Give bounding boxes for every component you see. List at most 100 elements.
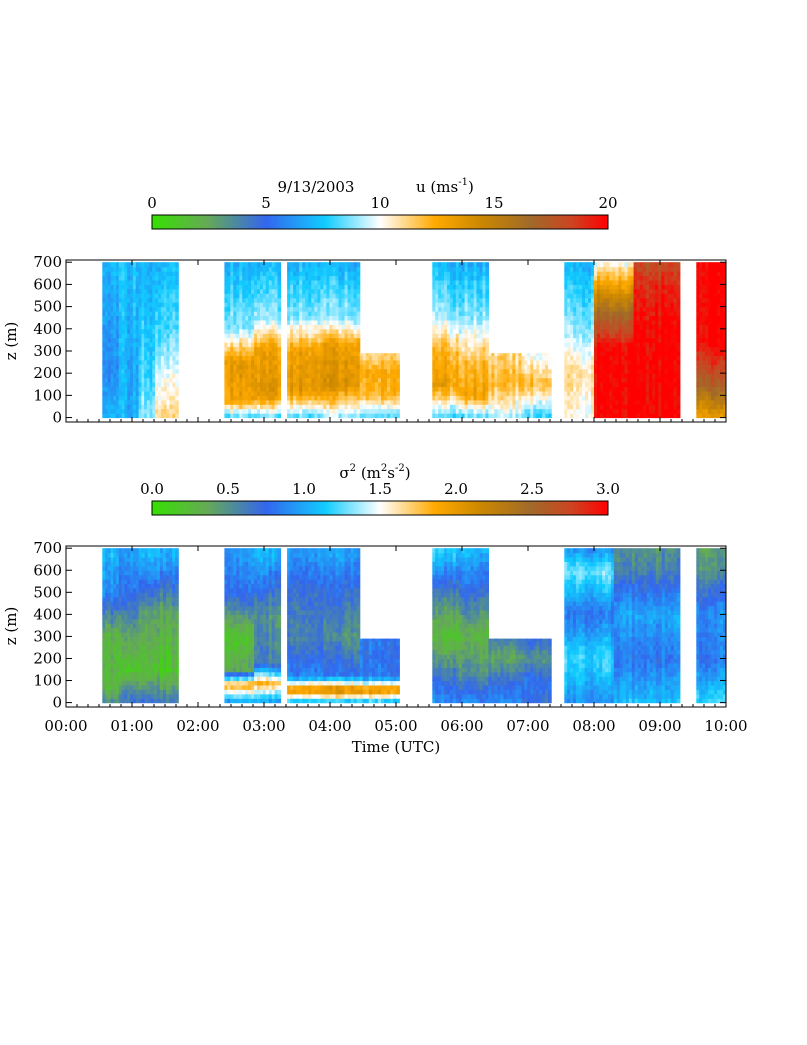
heatmap-cell xyxy=(518,353,522,356)
heatmap-cell xyxy=(314,302,318,308)
heatmap-cell xyxy=(455,399,460,405)
heatmap-cell xyxy=(661,368,665,374)
heatmap-cell xyxy=(564,364,568,370)
heatmap-cell xyxy=(636,337,641,343)
heatmap-cell xyxy=(378,413,382,419)
heatmap-cell xyxy=(633,368,638,374)
heatmap-cell xyxy=(470,297,475,303)
heatmap-cell xyxy=(567,262,571,268)
heatmap-cell xyxy=(673,280,678,285)
heatmap-cell xyxy=(585,284,589,290)
heatmap-cell xyxy=(341,306,346,312)
heatmap-cell xyxy=(649,297,653,303)
heatmap-cell xyxy=(597,293,601,299)
heatmap-cell xyxy=(347,319,352,325)
heatmap-cell xyxy=(302,390,306,396)
heatmap-cell xyxy=(645,382,650,388)
heatmap-cell xyxy=(302,368,306,374)
heatmap-cell xyxy=(432,328,436,334)
heatmap-cell xyxy=(488,377,492,383)
heatmap-cell xyxy=(603,390,607,396)
heatmap-cell xyxy=(329,364,333,370)
heatmap-cell xyxy=(224,399,228,405)
heatmap-cell xyxy=(239,297,243,303)
heatmap-cell xyxy=(347,333,352,339)
heatmap-cell xyxy=(317,262,321,268)
heatmap-cell xyxy=(533,355,537,361)
heatmap-cell xyxy=(612,404,616,410)
heatmap-cell xyxy=(458,328,463,334)
heatmap-cell xyxy=(600,271,604,277)
heatmap-cell xyxy=(169,382,173,388)
heatmap-cell xyxy=(341,399,346,405)
heatmap-cell xyxy=(233,293,237,299)
heatmap-cell xyxy=(470,404,475,410)
heatmap-cell xyxy=(473,399,478,405)
heatmap-cell xyxy=(664,328,669,334)
heatmap-cell xyxy=(482,337,487,343)
chart-title: 9/13/2003 xyxy=(278,178,355,196)
heatmap-cell xyxy=(673,408,678,414)
heatmap-cell xyxy=(287,390,291,396)
heatmap-cell xyxy=(524,377,528,383)
heatmap-cell xyxy=(149,413,153,419)
heatmap-cell xyxy=(166,293,171,299)
heatmap-cell xyxy=(102,324,106,330)
heatmap-cell xyxy=(621,297,625,303)
heatmap-cell xyxy=(455,337,460,343)
heatmap-cell xyxy=(118,404,123,410)
heatmap-cell xyxy=(603,271,607,277)
heatmap-cell xyxy=(149,368,153,374)
heatmap-cell xyxy=(175,280,179,285)
heatmap-cell xyxy=(257,386,261,392)
heatmap-cell xyxy=(121,390,125,396)
heatmap-cell xyxy=(432,399,436,405)
heatmap-cell xyxy=(224,262,228,268)
heatmap-cell xyxy=(393,399,397,405)
heatmap-cell xyxy=(609,382,613,388)
heatmap-cell xyxy=(130,302,134,308)
heatmap-cell xyxy=(268,404,273,410)
heatmap-cell xyxy=(251,328,255,334)
heatmap-cell xyxy=(116,337,120,343)
heatmap-cell xyxy=(645,280,650,285)
heatmap-cell xyxy=(290,266,294,272)
heatmap-cell xyxy=(172,306,176,312)
heatmap-cell xyxy=(311,306,315,312)
heatmap-cell xyxy=(314,399,318,405)
heatmap-cell xyxy=(155,275,159,281)
heatmap-cell xyxy=(479,284,484,290)
heatmap-cell xyxy=(444,311,448,316)
heatmap-cell xyxy=(449,288,454,294)
heatmap-cell xyxy=(530,399,534,405)
heatmap-cell xyxy=(536,373,540,379)
heatmap-cell xyxy=(242,373,246,379)
heatmap-cell xyxy=(287,280,291,285)
heatmap-cell xyxy=(667,399,672,405)
heatmap-cell xyxy=(673,386,678,392)
heatmap-cell xyxy=(438,373,442,379)
heatmap-cell xyxy=(545,408,549,414)
heatmap-cell xyxy=(341,280,346,285)
heatmap-cell xyxy=(579,364,583,370)
heatmap-cell xyxy=(107,328,112,334)
heatmap-cell xyxy=(673,368,678,374)
heatmap-cell xyxy=(591,297,595,303)
heatmap-cell xyxy=(670,328,675,334)
heatmap-cell xyxy=(251,382,255,388)
heatmap-cell xyxy=(435,351,439,356)
heatmap-cell xyxy=(624,271,629,277)
heatmap-cell xyxy=(612,271,616,277)
heatmap-cell xyxy=(124,306,128,312)
heatmap-cell xyxy=(166,355,171,361)
heatmap-cell xyxy=(135,306,140,312)
heatmap-cell xyxy=(239,368,243,374)
heatmap-cell xyxy=(341,297,346,303)
heatmap-cell xyxy=(308,382,312,388)
heatmap-cell xyxy=(274,364,279,370)
heatmap-cell xyxy=(138,399,142,405)
heatmap-cell xyxy=(627,284,632,290)
heatmap-cell xyxy=(536,353,540,356)
heatmap-cell xyxy=(506,355,510,361)
heatmap-cell xyxy=(479,280,484,285)
